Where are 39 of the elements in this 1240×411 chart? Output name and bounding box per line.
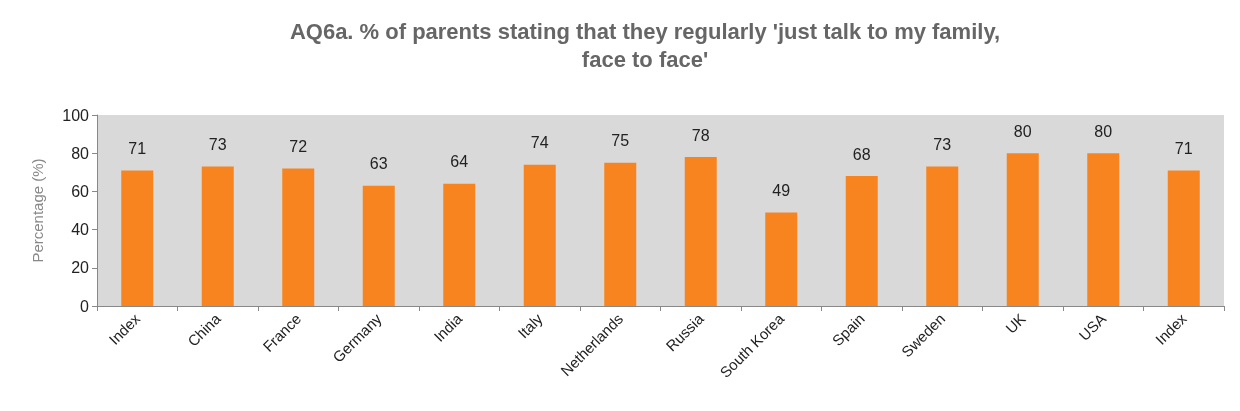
bar [523,164,556,306]
data-label: 71 [1174,139,1193,157]
data-label: 74 [530,134,549,152]
data-label: 80 [1013,122,1032,140]
data-label: 63 [369,155,388,173]
y-axis-title: Percentage (%) [29,158,46,263]
bar [121,170,154,306]
x-tick-label: Italy [514,309,547,342]
data-label: 75 [611,132,630,150]
data-label: 78 [691,126,710,144]
y-tick-label: 60 [71,182,90,200]
bar [201,166,234,306]
bar [1167,170,1200,306]
bar [282,168,315,306]
x-tick-label: UK [1002,309,1029,337]
bar [443,183,476,306]
data-label: 68 [852,145,871,163]
y-tick-label: 100 [62,106,90,124]
data-label: 71 [128,139,147,157]
bar [1087,153,1120,306]
bar [845,176,878,306]
data-label: 49 [772,181,791,199]
x-tick-label: USA [1075,309,1110,344]
data-label: 64 [450,153,469,171]
bar [604,162,637,306]
bar [362,185,395,306]
data-label: 80 [1094,122,1113,140]
y-tick-label: 80 [71,144,90,162]
data-label: 72 [289,137,308,155]
bar [926,166,959,306]
bar [684,157,717,306]
y-tick-label: 0 [80,297,90,315]
chart-title: AQ6a. % of parents stating that they regularly 'just talk to my family, face to face' [289,18,1001,72]
bar [1006,153,1039,306]
data-label: 73 [933,136,952,154]
y-tick-label: 20 [71,259,90,277]
data-label: 73 [208,136,227,154]
bar [765,212,798,306]
y-tick-label: 40 [71,221,90,239]
